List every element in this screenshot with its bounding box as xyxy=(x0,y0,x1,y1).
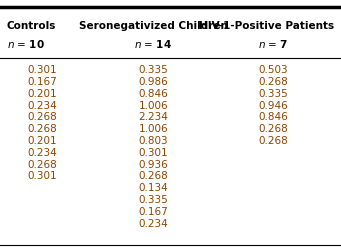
Text: 0.134: 0.134 xyxy=(138,182,168,192)
Text: $\mathit{n}$ = $\mathbf{14}$: $\mathit{n}$ = $\mathbf{14}$ xyxy=(134,38,173,50)
Text: 2.234: 2.234 xyxy=(138,112,168,122)
Text: 0.301: 0.301 xyxy=(139,147,168,157)
Text: 0.846: 0.846 xyxy=(138,88,168,99)
Text: 0.268: 0.268 xyxy=(138,171,168,181)
Text: 0.234: 0.234 xyxy=(27,147,57,157)
Text: 0.301: 0.301 xyxy=(27,65,57,75)
Text: 0.335: 0.335 xyxy=(138,65,168,75)
Text: 0.201: 0.201 xyxy=(27,88,57,99)
Text: 0.986: 0.986 xyxy=(138,77,168,87)
Text: 0.268: 0.268 xyxy=(258,77,288,87)
Text: 0.234: 0.234 xyxy=(27,100,57,110)
Text: 0.268: 0.268 xyxy=(258,124,288,134)
Text: 0.268: 0.268 xyxy=(27,124,57,134)
Text: 0.268: 0.268 xyxy=(27,159,57,169)
Text: HIV-1-Positive Patients: HIV-1-Positive Patients xyxy=(199,21,334,31)
Text: 0.946: 0.946 xyxy=(258,100,288,110)
Text: 0.268: 0.268 xyxy=(27,112,57,122)
Text: 0.503: 0.503 xyxy=(258,65,287,75)
Text: 0.803: 0.803 xyxy=(139,136,168,145)
Text: Seronegativized Children: Seronegativized Children xyxy=(79,21,228,31)
Text: $\mathit{n}$ = $\mathbf{7}$: $\mathit{n}$ = $\mathbf{7}$ xyxy=(257,38,288,50)
Text: Controls: Controls xyxy=(7,21,56,31)
Text: 0.335: 0.335 xyxy=(258,88,288,99)
Text: 1.006: 1.006 xyxy=(139,124,168,134)
Text: 0.936: 0.936 xyxy=(138,159,168,169)
Text: 0.268: 0.268 xyxy=(258,136,288,145)
Text: $\mathit{n}$ = $\mathbf{10}$: $\mathit{n}$ = $\mathbf{10}$ xyxy=(7,38,45,50)
Text: 1.006: 1.006 xyxy=(139,100,168,110)
Text: 0.301: 0.301 xyxy=(27,171,57,181)
Text: 0.846: 0.846 xyxy=(258,112,288,122)
Text: 0.201: 0.201 xyxy=(27,136,57,145)
Text: 0.167: 0.167 xyxy=(27,77,57,87)
Text: 0.167: 0.167 xyxy=(138,206,168,216)
Text: 0.335: 0.335 xyxy=(138,194,168,204)
Text: 0.234: 0.234 xyxy=(138,218,168,228)
